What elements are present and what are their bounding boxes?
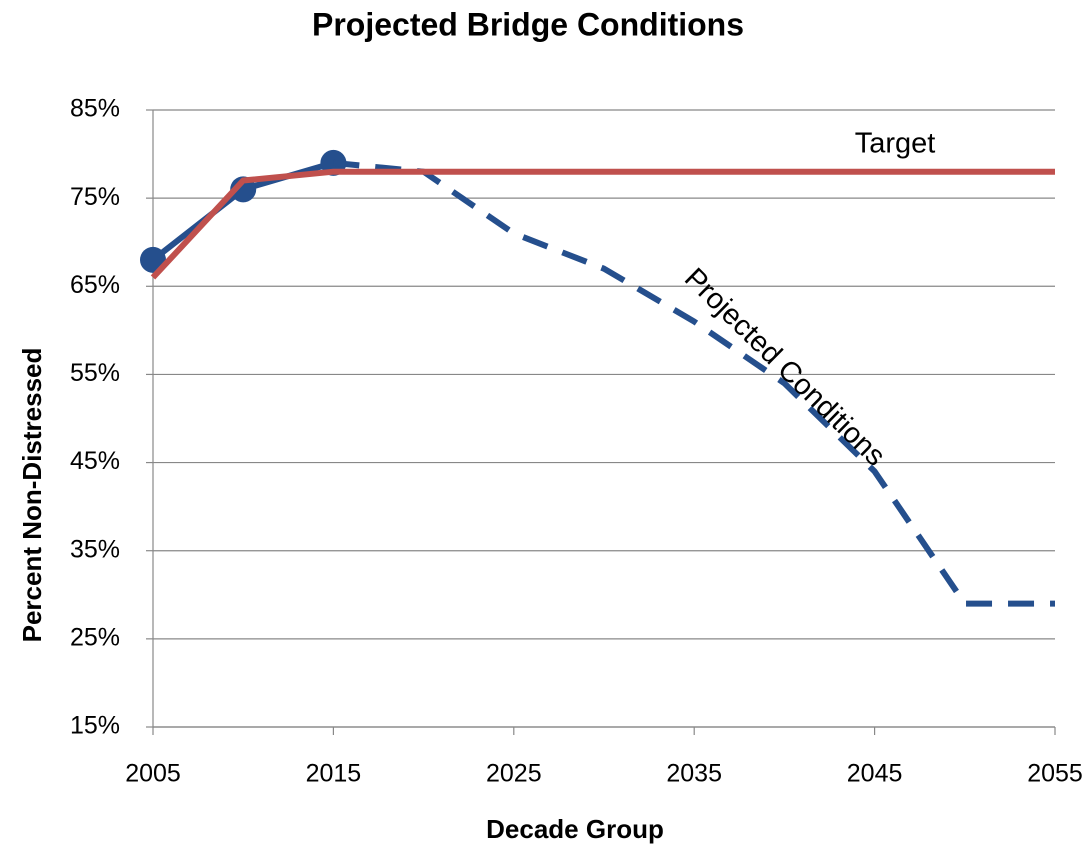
x-tick-label: 2045 <box>847 760 903 788</box>
y-tick-label: 35% <box>70 535 120 563</box>
y-tick-label: 65% <box>70 271 120 299</box>
y-tick-label: 55% <box>70 359 120 387</box>
x-tick-label: 2055 <box>1027 760 1083 788</box>
y-axis-label: Percent Non-Distressed <box>17 348 47 643</box>
x-tick-label: 2005 <box>125 760 181 788</box>
y-tick-label: 85% <box>70 95 120 123</box>
x-tick-label: 2025 <box>486 760 542 788</box>
series-line <box>333 159 1055 607</box>
chart-title: Projected Bridge Conditions <box>312 6 744 42</box>
series-annotation: Projected Conditions <box>678 262 891 472</box>
y-tick-label: 15% <box>70 712 120 740</box>
y-tick-label: 25% <box>70 623 120 651</box>
y-tick-label: 75% <box>70 183 120 211</box>
series-line <box>150 168 1055 280</box>
series-annotation: Target <box>855 128 936 160</box>
x-axis-label: Decade Group <box>486 814 664 844</box>
x-tick-label: 2035 <box>666 760 722 788</box>
y-tick-label: 45% <box>70 447 120 475</box>
x-tick-label: 2015 <box>306 760 362 788</box>
